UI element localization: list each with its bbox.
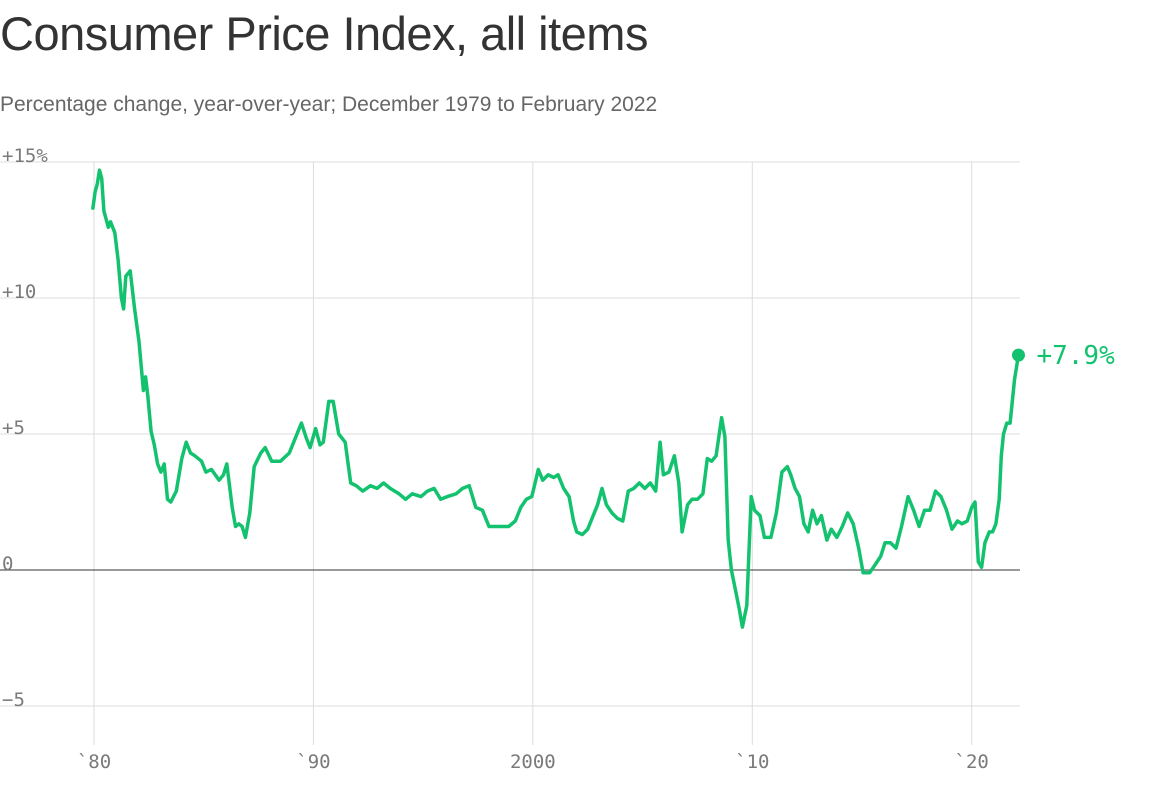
axis-layer: +15% +10 +5 0 −5 `80 `90 2000 `10 `20 [2,145,989,773]
label-layer: +7.9% [1036,341,1115,371]
chart-subtitle: Percentage change, year-over-year; Decem… [0,93,658,116]
chart-title: Consumer Price Index, all items [0,7,648,60]
latest-value-label: +7.9% [1036,341,1115,371]
x-tick-label-3: `10 [735,751,769,773]
y-tick-label-3: 0 [2,553,13,575]
cpi-series-line [91,168,1021,629]
x-tick-label-4: `20 [955,751,989,773]
series-layer [91,168,1025,629]
y-tick-label-1: +10 [2,281,36,303]
x-tick-label-0: `80 [77,751,111,773]
y-tick-label-0: +15% [2,145,48,167]
x-tick-label-2: 2000 [510,751,556,773]
y-tick-label-4: −5 [2,689,25,711]
y-tick-label-2: +5 [2,417,25,439]
latest-point-marker [1011,348,1025,362]
x-tick-label-1: `90 [296,751,330,773]
grid-layer [0,161,1020,745]
